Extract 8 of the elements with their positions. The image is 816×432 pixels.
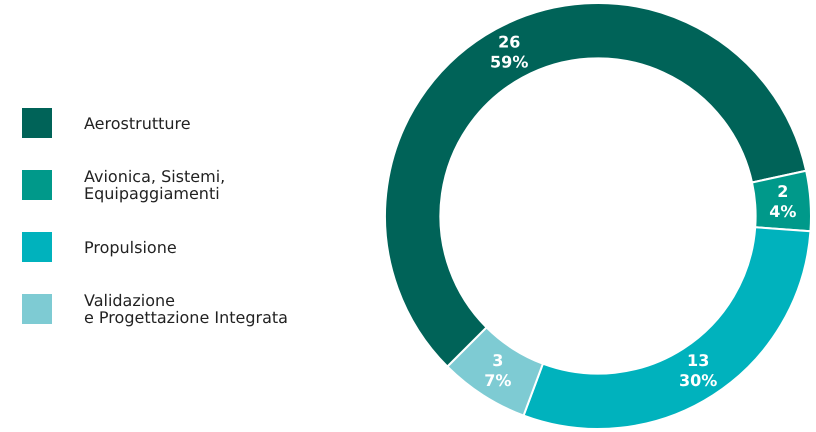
legend-label: Avionica, Sistemi, Equipaggiamenti (84, 167, 226, 203)
legend-label: Propulsione (84, 238, 177, 256)
data-label: 3 7% (484, 351, 512, 390)
data-label: 26 59% (490, 32, 528, 72)
legend-label: Validazione e Progettazione Integrata (84, 291, 288, 327)
data-label: 2 4% (769, 182, 796, 221)
data-label: 13 30% (679, 351, 718, 390)
legend-label: Aerostrutture (84, 114, 191, 132)
